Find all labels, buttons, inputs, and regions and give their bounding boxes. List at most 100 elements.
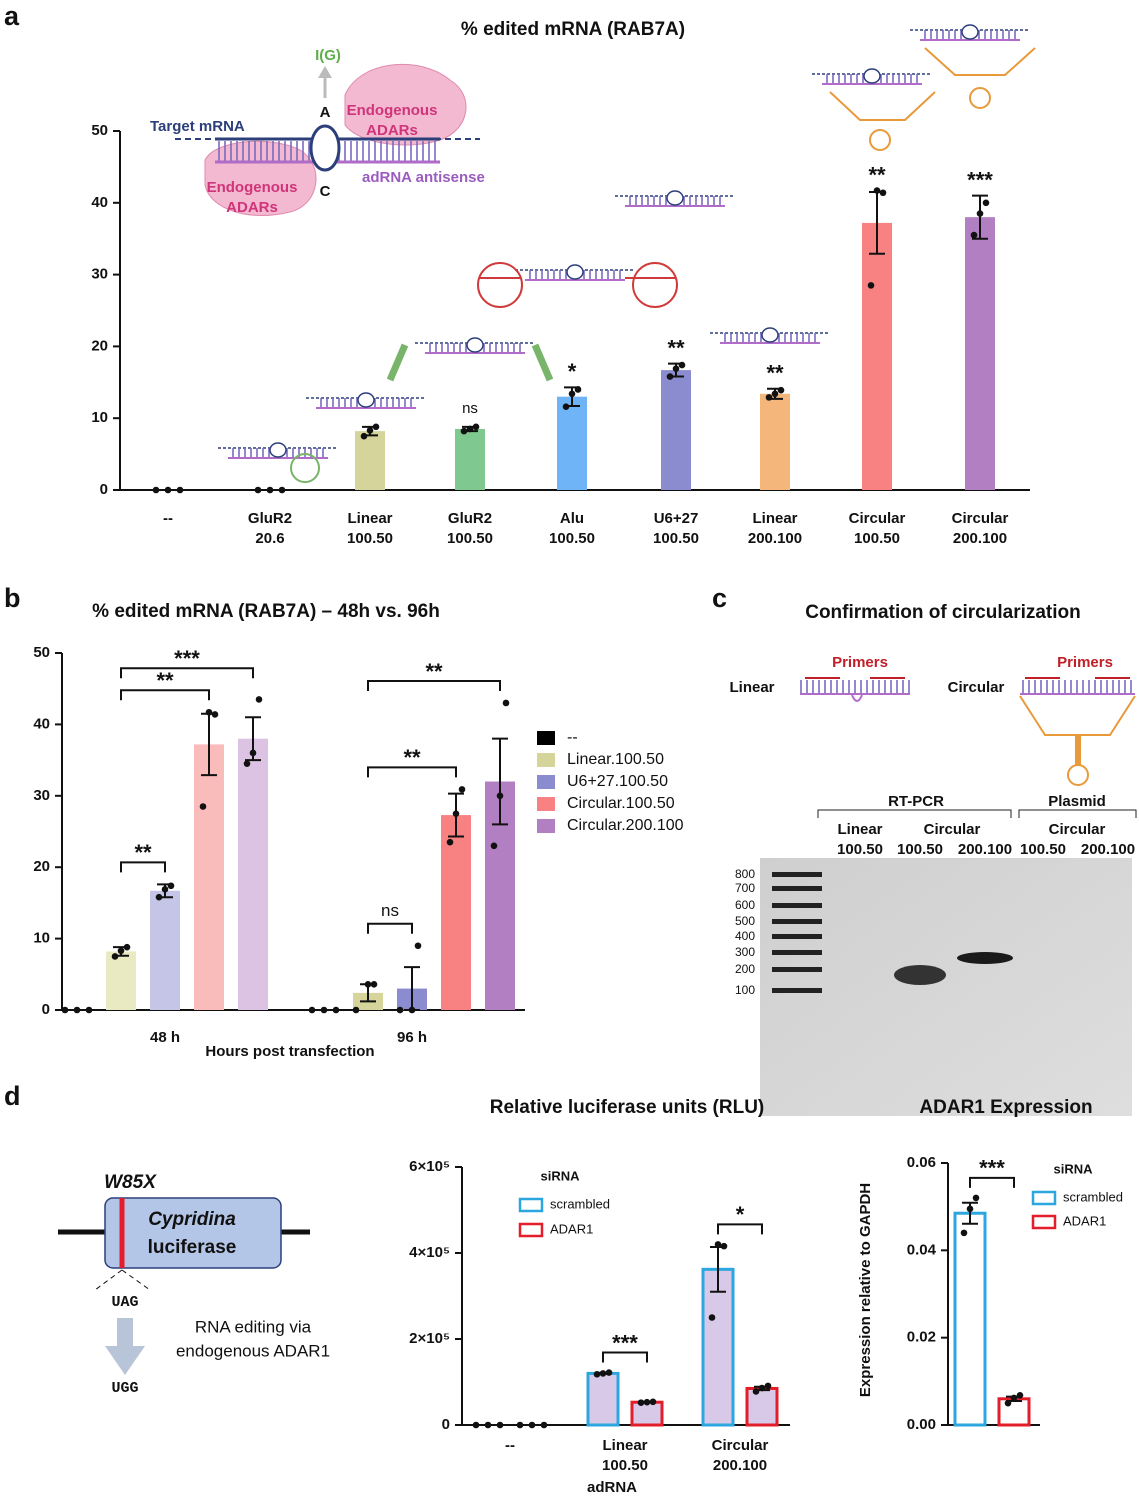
y-tick-label: 0 — [100, 481, 108, 498]
y-tick-label: 50 — [91, 122, 108, 139]
y-tick-label: 30 — [33, 787, 50, 804]
x-tick-label: 200.100 — [953, 530, 1007, 547]
lane-label: 200.100 — [1081, 841, 1135, 858]
significance: *** — [979, 1156, 1005, 1181]
y-tick-label: 20 — [91, 337, 108, 354]
ladder-label: 100 — [735, 983, 755, 997]
y-tick-label: 40 — [33, 715, 50, 732]
y-tick-label: 6×10⁵ — [409, 1158, 450, 1175]
data-point — [249, 749, 257, 757]
y-tick-label: 0.00 — [907, 1416, 936, 1433]
significance: ** — [667, 335, 685, 360]
data-point — [396, 1006, 404, 1014]
x-tick-label: 20.6 — [255, 530, 284, 547]
data-point — [254, 486, 262, 494]
bar — [745, 1386, 779, 1427]
data-point — [205, 708, 213, 716]
bracket — [969, 1176, 1015, 1188]
data-point — [605, 1369, 613, 1376]
data-point — [516, 1421, 524, 1429]
data-point — [308, 1006, 316, 1014]
schematic-label: ADARs — [366, 122, 418, 139]
schematic-label: Endogenous — [207, 179, 298, 196]
x-tick-label: Linear — [752, 510, 797, 527]
bar — [586, 1371, 620, 1427]
data-point — [161, 886, 169, 893]
significance: ns — [462, 400, 478, 417]
bracket — [367, 679, 501, 691]
data-point — [211, 711, 219, 718]
gel-schematic — [760, 677, 1137, 1116]
data-point — [266, 486, 274, 494]
legend-label: Linear.100.50 — [567, 751, 664, 768]
x-tick-label: 48 h — [150, 1029, 180, 1046]
bar — [630, 1400, 664, 1427]
schematic-label: ADARs — [226, 199, 278, 216]
data-point — [320, 1006, 328, 1014]
data-point — [199, 803, 207, 810]
data-point — [976, 210, 984, 217]
bar — [238, 738, 268, 1010]
data-point — [879, 189, 887, 197]
x-tick-label: 100.50 — [347, 530, 393, 547]
legend-label: Circular.100.50 — [567, 795, 675, 812]
legend-title: siRNA — [1053, 1161, 1093, 1176]
x-tick-label: 100.50 — [854, 530, 900, 547]
chart-title: % edited mRNA (RAB7A) – 48h vs. 96h — [92, 601, 440, 622]
gel-label: Linear — [729, 679, 774, 696]
data-point — [666, 373, 674, 380]
codon: UGG — [111, 1380, 138, 1397]
bar — [965, 217, 995, 490]
data-point — [982, 199, 990, 207]
primers-label: Primers — [1057, 654, 1113, 671]
bar — [455, 428, 485, 490]
bar — [661, 370, 691, 490]
data-point — [714, 1241, 722, 1248]
reporter-label: RNA editing via — [195, 1317, 312, 1336]
data-point — [496, 1421, 504, 1429]
schematic-label: Endogenous — [347, 102, 438, 119]
gel-group: Plasmid — [1048, 793, 1106, 810]
bar — [150, 890, 180, 1010]
x-tick-label: -- — [505, 1437, 515, 1454]
data-point — [458, 786, 466, 793]
data-point — [720, 1242, 728, 1250]
data-point — [765, 394, 773, 401]
data-point — [777, 386, 785, 394]
significance: *** — [174, 646, 200, 671]
legend-label: Circular.200.100 — [567, 817, 684, 834]
x-tick-label: 96 h — [397, 1029, 427, 1046]
data-point — [164, 486, 172, 494]
significance: * — [736, 1202, 745, 1227]
x-tick-label: 200.100 — [748, 530, 802, 547]
data-point — [111, 953, 119, 960]
x-axis-label: adRNA — [587, 1479, 637, 1496]
ladder-label: 200 — [735, 962, 755, 976]
data-point — [364, 980, 372, 988]
lane-label: 100.50 — [1020, 841, 1066, 858]
data-point — [502, 699, 510, 707]
bar — [862, 222, 892, 491]
data-point — [496, 792, 504, 800]
ladder-label: 800 — [735, 867, 755, 881]
panel-letter: d — [4, 1081, 21, 1111]
data-point — [1016, 1392, 1024, 1399]
reporter-label: W85X — [104, 1172, 157, 1193]
bar — [701, 1267, 735, 1427]
bar — [997, 1397, 1031, 1427]
panel-letter: b — [4, 583, 21, 613]
data-point — [446, 838, 454, 846]
data-point — [1010, 1394, 1018, 1402]
data-point — [593, 1370, 601, 1378]
x-tick-label: Circular — [849, 510, 906, 527]
data-point — [484, 1421, 492, 1429]
data-point — [637, 1399, 645, 1406]
legend-swatch — [518, 1197, 544, 1213]
data-point — [568, 390, 576, 398]
x-tick-label: Linear — [347, 510, 392, 527]
lane-header: Linear — [837, 821, 882, 838]
data-point — [771, 390, 779, 398]
data-point — [167, 882, 175, 890]
significance: ** — [425, 659, 443, 684]
